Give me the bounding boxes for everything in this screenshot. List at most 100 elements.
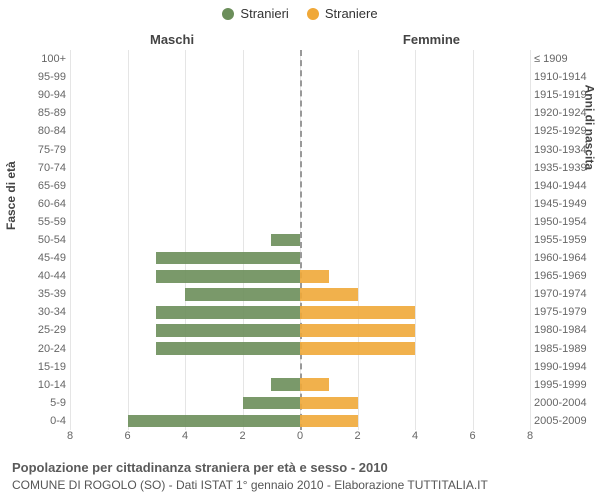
y-tick-left: 60-64 [4,195,66,213]
y-tick-right: 1920-1924 [534,104,596,122]
y-tick-left: 10-14 [4,376,66,394]
y-tick-right: 1965-1969 [534,267,596,285]
y-tick-left: 45-49 [4,249,66,267]
y-tick-left: 50-54 [4,231,66,249]
bar-female [300,306,415,319]
y-tick-right: 1955-1959 [534,231,596,249]
chart-row: 15-191990-1994 [70,358,530,376]
legend-label-female: Straniere [325,6,378,21]
y-tick-right: 1915-1919 [534,86,596,104]
x-tick: 4 [182,430,188,442]
y-tick-right: 1980-1984 [534,321,596,339]
bar-male [185,288,300,301]
y-tick-left: 55-59 [4,213,66,231]
plot-area: 100+≤ 190995-991910-191490-941915-191985… [70,50,530,430]
y-tick-left: 40-44 [4,267,66,285]
bar-female [300,342,415,355]
chart-row: 35-391970-1974 [70,285,530,303]
y-tick-right: 1930-1934 [534,140,596,158]
x-tick: 2 [239,430,245,442]
chart-row: 0-42005-2009 [70,412,530,430]
bar-male [128,415,301,428]
chart-row: 70-741935-1939 [70,159,530,177]
bar-male [243,397,301,410]
y-tick-right: 1935-1939 [534,159,596,177]
bar-female [300,397,358,410]
bar-male [156,270,300,283]
y-tick-left: 90-94 [4,86,66,104]
x-tick: 8 [67,430,73,442]
bar-female [300,415,358,428]
population-pyramid-chart: Stranieri Straniere Maschi Femmine Fasce… [0,0,600,500]
legend-item-female: Straniere [307,6,378,21]
chart-row: 55-591950-1954 [70,213,530,231]
chart-row: 85-891920-1924 [70,104,530,122]
chart-row: 80-841925-1929 [70,122,530,140]
y-tick-right: 1910-1914 [534,68,596,86]
gridline [530,50,531,430]
y-tick-left: 20-24 [4,340,66,358]
legend-swatch-female [307,8,319,20]
x-tick: 0 [297,430,303,442]
y-tick-right: 1925-1929 [534,122,596,140]
y-tick-left: 95-99 [4,68,66,86]
chart-row: 10-141995-1999 [70,376,530,394]
y-tick-right: 1960-1964 [534,249,596,267]
y-tick-left: 100+ [4,50,66,68]
y-tick-right: 1995-1999 [534,376,596,394]
bar-female [300,378,329,391]
bar-female [300,270,329,283]
chart-subtitle: COMUNE DI ROGOLO (SO) - Dati ISTAT 1° ge… [12,477,588,494]
legend-label-male: Stranieri [240,6,288,21]
chart-row: 45-491960-1964 [70,249,530,267]
y-tick-left: 5-9 [4,394,66,412]
y-tick-right: 1950-1954 [534,213,596,231]
y-tick-right: 2000-2004 [534,394,596,412]
y-tick-right: 1990-1994 [534,358,596,376]
y-tick-right: 1970-1974 [534,285,596,303]
y-tick-right: 2005-2009 [534,412,596,430]
x-tick: 8 [527,430,533,442]
chart-row: 25-291980-1984 [70,321,530,339]
bar-male [156,342,300,355]
x-tick: 6 [469,430,475,442]
chart-row: 5-92000-2004 [70,394,530,412]
bar-female [300,288,358,301]
chart-row: 95-991910-1914 [70,68,530,86]
y-tick-left: 15-19 [4,358,66,376]
y-tick-left: 0-4 [4,412,66,430]
y-tick-right: 1975-1979 [534,303,596,321]
legend: Stranieri Straniere [0,6,600,21]
y-tick-right: 1985-1989 [534,340,596,358]
column-title-male: Maschi [150,32,194,47]
y-tick-left: 25-29 [4,321,66,339]
bar-male [271,378,300,391]
y-tick-left: 85-89 [4,104,66,122]
y-tick-right: 1945-1949 [534,195,596,213]
chart-row: 75-791930-1934 [70,140,530,158]
chart-row: 65-691940-1944 [70,177,530,195]
chart-row: 40-441965-1969 [70,267,530,285]
y-tick-left: 80-84 [4,122,66,140]
x-axis: 864202468 [70,430,530,446]
y-tick-right: ≤ 1909 [534,50,596,68]
y-tick-left: 75-79 [4,140,66,158]
bar-male [156,324,300,337]
x-tick: 4 [412,430,418,442]
y-tick-left: 30-34 [4,303,66,321]
y-tick-left: 70-74 [4,159,66,177]
bar-male [156,252,300,265]
chart-row: 30-341975-1979 [70,303,530,321]
y-tick-left: 35-39 [4,285,66,303]
legend-item-male: Stranieri [222,6,288,21]
bar-male [271,234,300,247]
y-tick-left: 65-69 [4,177,66,195]
y-tick-right: 1940-1944 [534,177,596,195]
bar-female [300,324,415,337]
chart-row: 50-541955-1959 [70,231,530,249]
chart-row: 60-641945-1949 [70,195,530,213]
chart-row: 100+≤ 1909 [70,50,530,68]
legend-swatch-male [222,8,234,20]
chart-title: Popolazione per cittadinanza straniera p… [12,459,588,477]
x-tick: 2 [354,430,360,442]
